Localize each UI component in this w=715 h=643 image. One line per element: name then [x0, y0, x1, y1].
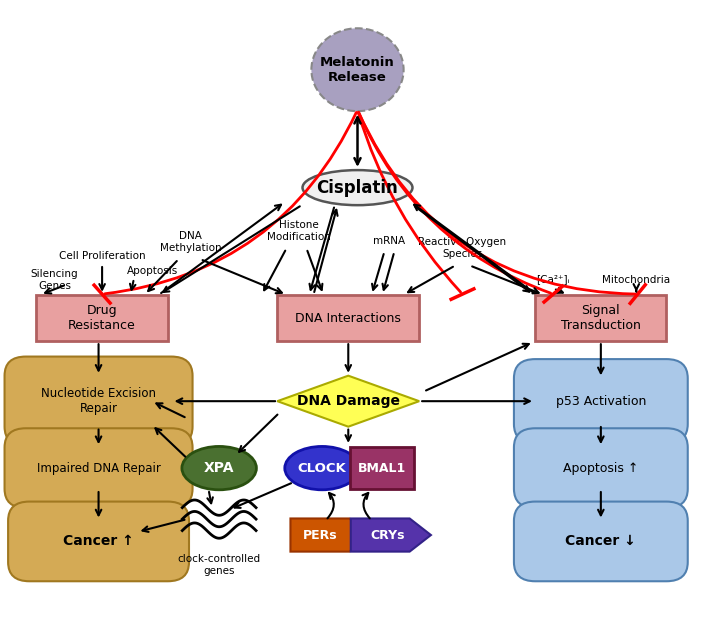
Text: Drug
Resistance: Drug Resistance: [68, 304, 136, 332]
FancyBboxPatch shape: [4, 428, 192, 508]
Ellipse shape: [182, 446, 257, 490]
FancyBboxPatch shape: [4, 357, 192, 446]
FancyBboxPatch shape: [514, 359, 688, 443]
Text: PERs: PERs: [302, 529, 337, 541]
Text: Histone
Modification: Histone Modification: [267, 220, 331, 242]
Text: Cancer ↓: Cancer ↓: [566, 534, 636, 548]
FancyBboxPatch shape: [277, 295, 419, 341]
Polygon shape: [290, 518, 370, 552]
Text: CRYs: CRYs: [370, 529, 405, 541]
Text: DNA Damage: DNA Damage: [297, 394, 400, 408]
Text: BMAL1: BMAL1: [358, 462, 406, 475]
Text: Mitochondria: Mitochondria: [602, 275, 671, 285]
FancyBboxPatch shape: [8, 502, 189, 581]
Text: Nucleotide Excision
Repair: Nucleotide Excision Repair: [41, 387, 156, 415]
Text: Cell Proliferation: Cell Proliferation: [59, 251, 145, 261]
Text: Cisplatin: Cisplatin: [317, 179, 398, 197]
Text: Reactive Oxygen
Species: Reactive Oxygen Species: [418, 237, 506, 259]
FancyBboxPatch shape: [536, 295, 666, 341]
Text: Cancer ↑: Cancer ↑: [63, 534, 134, 548]
FancyBboxPatch shape: [36, 295, 168, 341]
Ellipse shape: [302, 170, 413, 205]
Text: DNA Interactions: DNA Interactions: [295, 312, 401, 325]
Text: DNA
Methylation: DNA Methylation: [160, 231, 222, 253]
FancyBboxPatch shape: [350, 448, 414, 489]
Text: Signal
Transduction: Signal Transduction: [561, 304, 641, 332]
Polygon shape: [351, 518, 431, 552]
Text: [Ca²⁺]ᵢ: [Ca²⁺]ᵢ: [536, 275, 570, 285]
Text: Melatonin
Release: Melatonin Release: [320, 56, 395, 84]
Text: p53 Activation: p53 Activation: [556, 395, 646, 408]
Polygon shape: [277, 376, 419, 427]
FancyBboxPatch shape: [514, 502, 688, 581]
Text: Apoptosis: Apoptosis: [127, 266, 178, 276]
Text: XPA: XPA: [204, 461, 235, 475]
Text: Impaired DNA Repair: Impaired DNA Repair: [36, 462, 160, 475]
Ellipse shape: [285, 446, 359, 490]
FancyBboxPatch shape: [514, 428, 688, 508]
Circle shape: [312, 28, 403, 111]
Text: Apoptosis ↑: Apoptosis ↑: [563, 462, 638, 475]
Text: Silencing
Genes: Silencing Genes: [31, 269, 79, 291]
Text: CLOCK: CLOCK: [297, 462, 346, 475]
Text: clock-controlled
genes: clock-controlled genes: [177, 554, 261, 575]
Text: mRNA: mRNA: [373, 236, 405, 246]
